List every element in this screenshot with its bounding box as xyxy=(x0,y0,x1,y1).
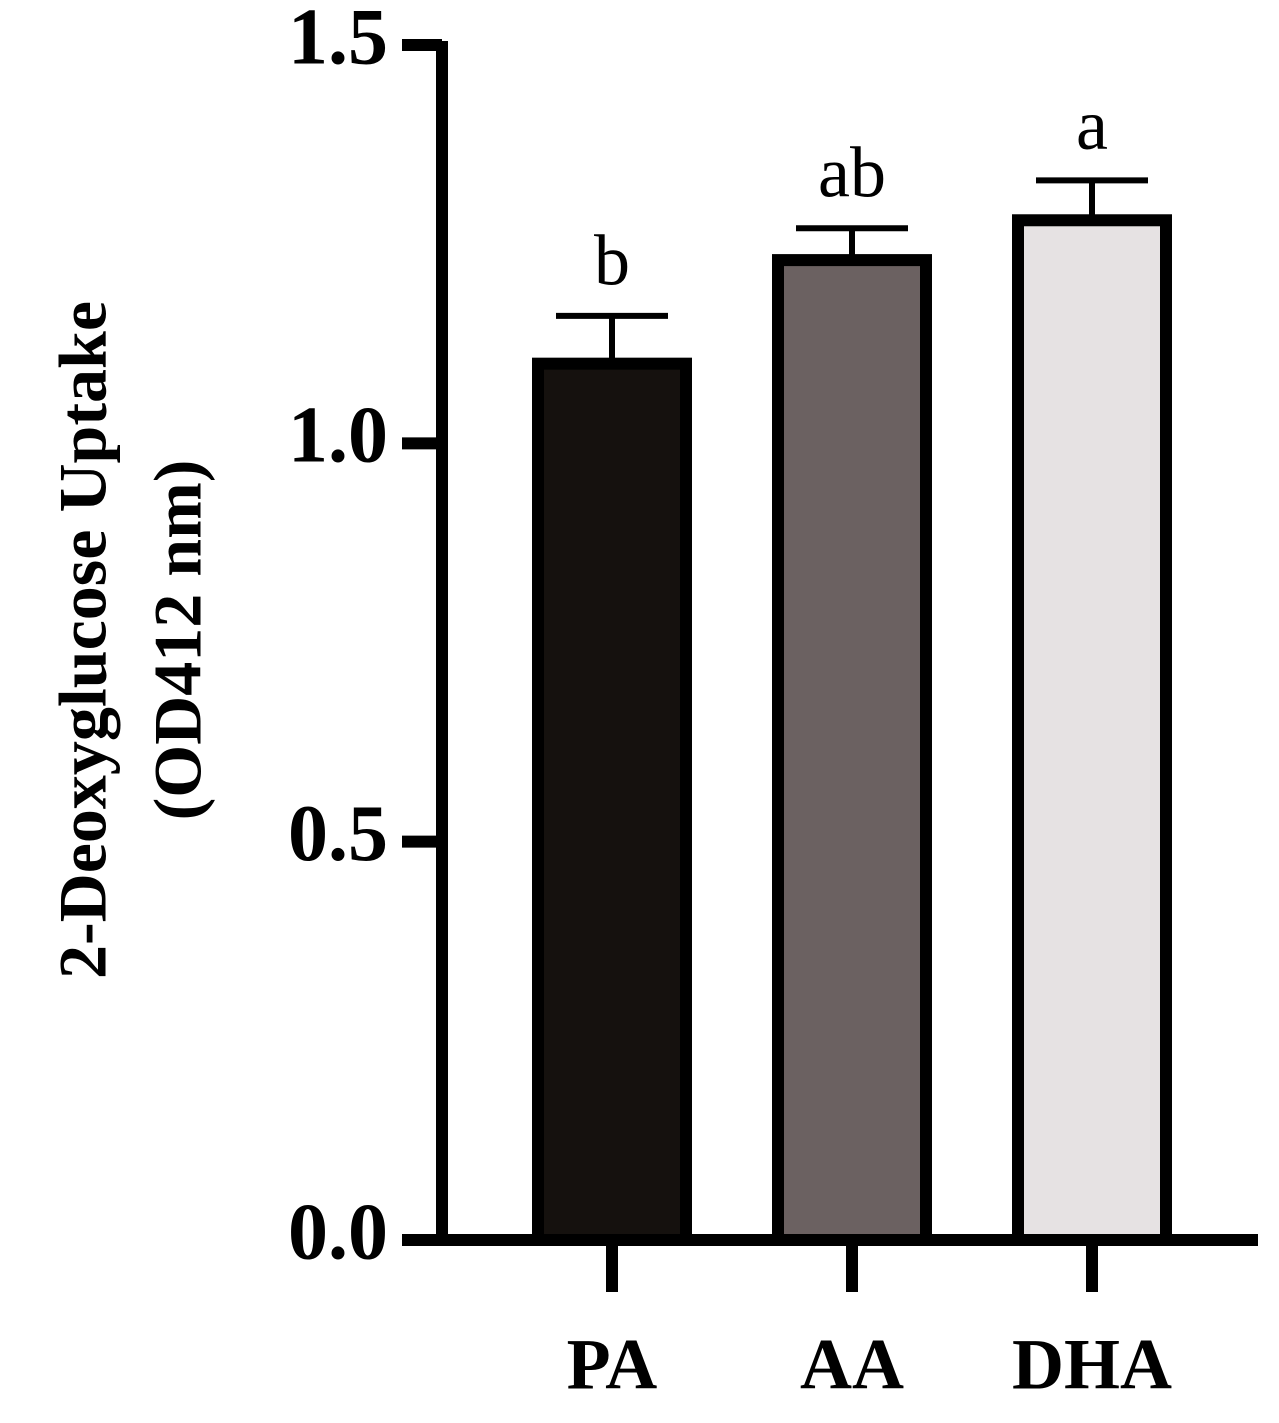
y-axis-title: 2-Deoxyglucose Uptake (OD412 nm) xyxy=(45,301,216,979)
y-tick-label: 1.0 xyxy=(288,392,388,480)
significance-letter: a xyxy=(1076,85,1108,165)
y-tick-label: 0.0 xyxy=(288,1188,388,1276)
y-label-line: 2-Deoxyglucose Uptake xyxy=(45,301,121,979)
x-tick-label: AA xyxy=(800,1325,904,1405)
bar xyxy=(1012,214,1172,1246)
y-label-line: (OD412 nm) xyxy=(140,460,216,821)
y-tick-label: 1.5 xyxy=(288,0,388,81)
y-tick-label: 0.5 xyxy=(288,790,388,878)
significance-letter: ab xyxy=(818,133,886,213)
x-tick-label: DHA xyxy=(1012,1325,1172,1405)
significance-letter: b xyxy=(594,220,630,300)
x-tick-label: PA xyxy=(567,1325,658,1405)
bar xyxy=(772,254,932,1247)
bar xyxy=(532,357,692,1246)
